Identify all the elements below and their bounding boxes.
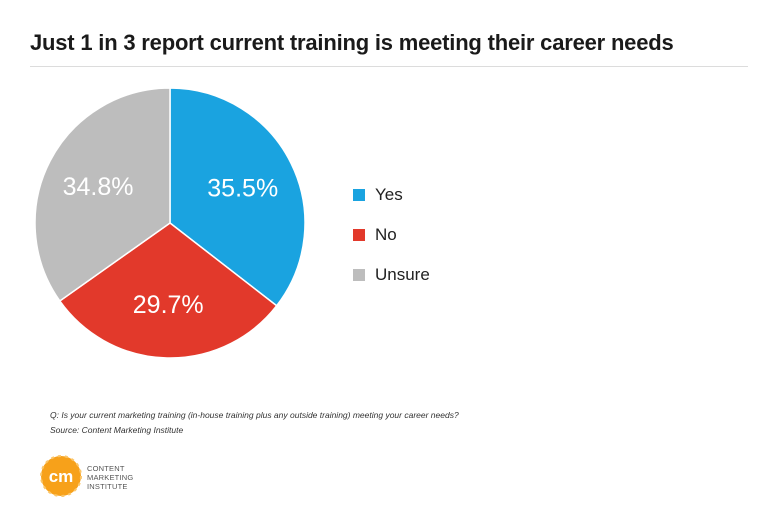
legend-swatch-no [353,229,365,241]
pie-label-yes: 35.5% [207,174,278,202]
legend-swatch-unsure [353,269,365,281]
cmi-logo-wordmark: CONTENT MARKETING INSTITUTE [87,464,133,491]
logo-line-1: CONTENT [87,464,125,473]
title-divider [30,66,748,67]
cmi-logo-mark: cm [40,455,82,497]
pie-label-unsure: 34.8% [63,173,134,201]
chart-legend: Yes No Unsure [353,185,430,305]
footnote: Q: Is your current marketing training (i… [50,408,459,438]
pie-label-no: 29.7% [133,291,204,319]
legend-label-unsure: Unsure [375,265,430,284]
legend-item-yes: Yes [353,185,430,205]
logo-line-3: INSTITUTE [87,482,128,491]
pie-slice-yes [169,87,306,307]
cmi-logo: cm CONTENT MARKETING INSTITUTE [38,453,178,503]
source-note: Source: Content Marketing Institute [50,425,184,435]
pie-slice-no [58,222,278,359]
legend-item-no: No [353,225,430,245]
legend-item-unsure: Unsure [353,265,430,285]
pie-slice-unsure [34,87,171,303]
pie-chart: 35.5% 29.7% 34.8% [34,87,306,359]
legend-label-no: No [375,225,397,244]
legend-swatch-yes [353,189,365,201]
legend-label-yes: Yes [375,185,403,204]
survey-question: Q: Is your current marketing training (i… [50,410,459,420]
logo-line-2: MARKETING [87,473,134,482]
chart-title: Just 1 in 3 report current training is m… [30,30,674,55]
cmi-logo-letters: cm [49,467,74,486]
